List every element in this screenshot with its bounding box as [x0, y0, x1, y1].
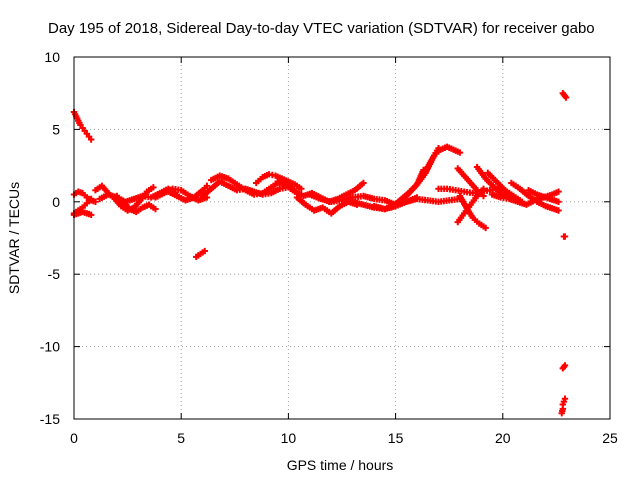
- data-point: [555, 207, 562, 214]
- grid: [74, 57, 610, 419]
- data-point: [360, 179, 367, 187]
- y-tick-label: 5: [52, 121, 60, 137]
- data-point: [480, 185, 487, 192]
- data-point: [456, 149, 464, 156]
- x-axis-tick-labels: 0 5 10 15 20 25: [70, 430, 618, 446]
- data-point: [150, 184, 157, 191]
- data-point: [561, 395, 569, 402]
- x-axis-label: GPS time / hours: [287, 457, 394, 473]
- data-point: [203, 182, 211, 190]
- data-point: [561, 362, 569, 369]
- x-tick-label: 0: [70, 430, 78, 446]
- data-point: [482, 224, 489, 232]
- series-pass-07: [113, 192, 159, 216]
- series-pass-32: [559, 362, 569, 372]
- data-point: [480, 192, 487, 200]
- series-pass-28: [508, 179, 562, 214]
- series-pass-22: [454, 165, 487, 200]
- y-tick-label: -5: [48, 266, 61, 282]
- x-tick-label: 25: [602, 430, 618, 446]
- series-pass-09: [165, 182, 211, 204]
- y-axis-tick-labels: 10 5 0 -5 -10 -15: [40, 49, 60, 427]
- plot-frame: [73, 56, 611, 420]
- data-point: [87, 211, 95, 219]
- data-point: [555, 188, 562, 195]
- data-point: [561, 233, 569, 240]
- y-axis-label: SDTVAR / TECUs: [6, 182, 22, 294]
- series-pass-24: [454, 185, 487, 226]
- x-tick-label: 20: [495, 430, 511, 446]
- series-pass-20: [418, 143, 464, 182]
- y-tick-label: 10: [44, 49, 60, 65]
- data-point: [87, 195, 95, 203]
- data-point: [201, 247, 208, 255]
- y-tick-label: -15: [40, 411, 60, 427]
- series-pass-23: [456, 192, 489, 232]
- series-pass-13: [253, 171, 305, 192]
- x-tick-label: 10: [281, 430, 297, 446]
- series-pass-29: [525, 187, 562, 205]
- data-point: [562, 94, 570, 101]
- y-tick-label: 0: [52, 194, 60, 210]
- x-tick-label: 5: [177, 430, 185, 446]
- chart-title: Day 195 of 2018, Sidereal Day-to-day VTE…: [48, 20, 595, 37]
- x-tick-label: 15: [388, 430, 404, 446]
- data-point: [298, 185, 305, 192]
- series-pass-33: [558, 395, 569, 417]
- series-pass-10: [193, 247, 208, 261]
- data-points: [70, 90, 570, 417]
- data-point: [87, 136, 95, 143]
- series-pass-30: [559, 90, 570, 101]
- data-point: [152, 205, 159, 213]
- data-point: [92, 198, 99, 205]
- axis-ticks: [73, 56, 611, 420]
- y-tick-label: -10: [40, 339, 60, 355]
- data-point: [555, 198, 562, 205]
- series-pass-31: [560, 233, 569, 240]
